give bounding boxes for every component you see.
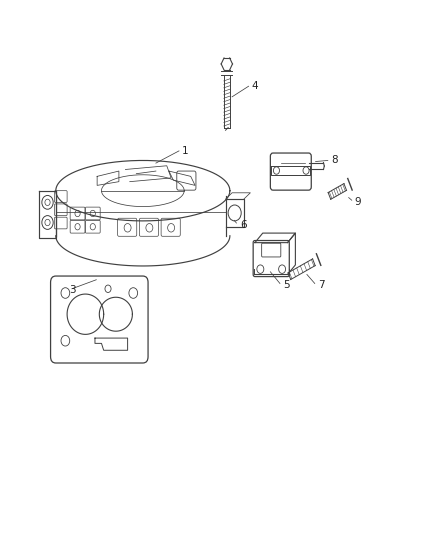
Text: 6: 6 bbox=[240, 220, 247, 230]
Text: 5: 5 bbox=[283, 280, 290, 290]
Text: 1: 1 bbox=[182, 146, 189, 156]
Text: 9: 9 bbox=[355, 197, 361, 207]
Text: 8: 8 bbox=[331, 156, 338, 165]
Text: 7: 7 bbox=[318, 280, 325, 290]
Text: 3: 3 bbox=[69, 285, 75, 295]
Text: 4: 4 bbox=[252, 81, 258, 91]
